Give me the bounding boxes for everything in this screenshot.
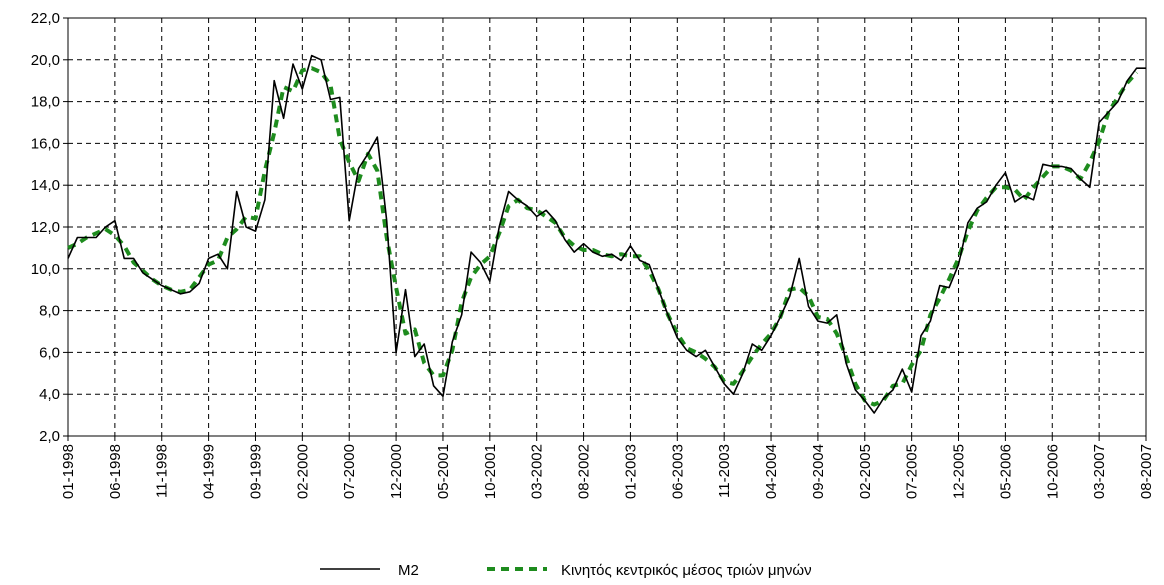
x-tick-label: 04-2004	[763, 444, 780, 499]
y-tick-label: 14,0	[31, 177, 60, 194]
x-tick-label: 08-2007	[1138, 444, 1155, 499]
x-tick-label: 11-2003	[716, 444, 733, 498]
legend-label: Κινητός κεντρικός μέσος τριών μηνών	[561, 562, 812, 579]
y-tick-label: 22,0	[31, 10, 60, 27]
x-tick-label: 02-2005	[857, 444, 874, 499]
plot-border	[67, 17, 1147, 437]
y-tick-label: 20,0	[31, 52, 60, 69]
y-tick-label: 2,0	[39, 428, 60, 445]
x-tick-label: 09-2004	[810, 444, 827, 499]
legend-label: M2	[398, 562, 419, 579]
x-tick-label: 07-2000	[341, 444, 358, 499]
x-tick-label: 04-1999	[201, 444, 218, 499]
x-tick-label: 03-2002	[529, 444, 546, 499]
x-tick-label: 05-2006	[997, 444, 1014, 499]
x-tick-label: 01-1998	[60, 444, 77, 499]
x-tick-label: 06-2003	[669, 444, 686, 499]
x-tick-label: 10-2006	[1044, 444, 1061, 499]
y-tick-label: 18,0	[31, 94, 60, 111]
x-tick-label: 12-2000	[388, 444, 405, 499]
x-tick-label: 11-1998	[154, 444, 171, 498]
y-tick-label: 8,0	[39, 303, 60, 320]
x-tick-label: 10-2001	[482, 444, 499, 499]
y-tick-label: 10,0	[31, 261, 60, 278]
x-tick-label: 01-2003	[622, 444, 639, 499]
series-line	[67, 54, 1146, 414]
y-tick-label: 4,0	[39, 386, 60, 403]
x-tick-label: 07-2005	[904, 444, 921, 499]
x-tick-label: 03-2007	[1091, 444, 1108, 499]
x-tick-label: 09-1999	[247, 444, 264, 499]
y-tick-label: 16,0	[31, 135, 60, 152]
x-tick-label: 08-2002	[576, 444, 593, 499]
x-tick-label: 06-1998	[107, 444, 124, 499]
x-tick-label: 05-2001	[435, 444, 452, 499]
y-tick-label: 6,0	[39, 344, 60, 361]
series-line	[67, 66, 1139, 407]
x-tick-label: 02-2000	[294, 444, 311, 499]
x-tick-label: 12-2005	[951, 444, 968, 499]
y-tick-label: 12,0	[31, 219, 60, 236]
